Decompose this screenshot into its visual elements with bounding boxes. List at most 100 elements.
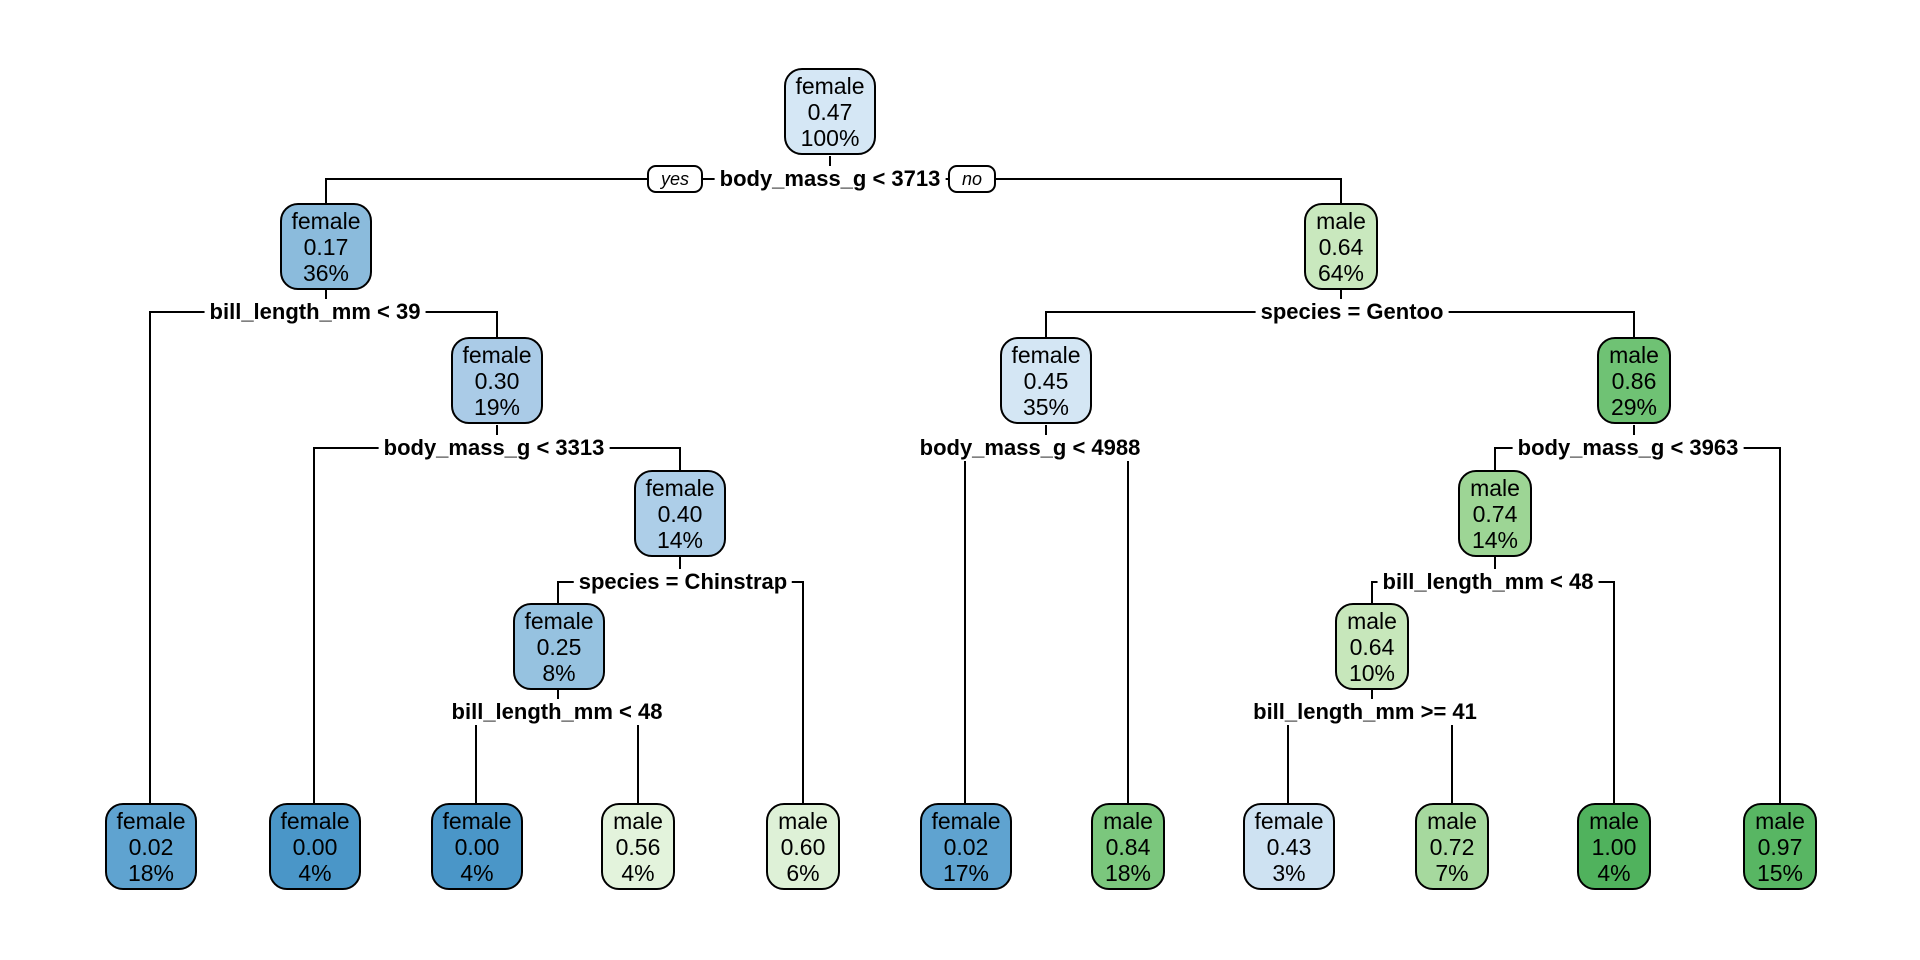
node-class: female [931, 807, 1001, 834]
node-percentage: 4% [298, 859, 332, 886]
split-condition-9: bill_length_mm >= 41 [1248, 699, 1482, 725]
node-class: female [462, 341, 532, 368]
node-percentage: 4% [621, 859, 655, 886]
no-branch-tag: no [947, 165, 997, 193]
tree-node-root: female 0.47 100% [784, 68, 876, 155]
node-class: female [280, 807, 350, 834]
tree-node-8: female 0.25 8% [513, 603, 605, 690]
node-class: male [1316, 207, 1366, 234]
node-probability: 0.86 [1611, 367, 1657, 394]
split-condition-6: body_mass_g < 4988 [914, 435, 1146, 461]
tree-leaf-3: female 0.00 4% [431, 803, 523, 890]
tree-leaf-8: female 0.43 3% [1243, 803, 1335, 890]
node-percentage: 100% [800, 124, 860, 151]
tree-leaf-11: male 0.97 15% [1743, 803, 1817, 890]
tree-leaf-7: male 0.84 18% [1091, 803, 1165, 890]
node-percentage: 10% [1348, 659, 1396, 686]
node-percentage: 14% [1471, 526, 1519, 553]
node-class: male [1347, 607, 1397, 634]
node-percentage: 4% [460, 859, 494, 886]
node-probability: 0.30 [474, 367, 520, 394]
node-percentage: 64% [1317, 259, 1365, 286]
node-class: female [291, 207, 361, 234]
node-class: male [613, 807, 663, 834]
split-condition-0: body_mass_g < 3713 [714, 166, 946, 192]
node-class: male [1589, 807, 1639, 834]
tree-leaf-5: male 0.60 6% [766, 803, 840, 890]
edge-split2 [313, 447, 681, 803]
edge-split1 [149, 311, 498, 803]
edge-split6 [964, 447, 1129, 803]
node-class: female [1011, 341, 1081, 368]
node-class: male [1470, 474, 1520, 501]
tree-node-1: female 0.17 36% [280, 203, 372, 290]
node-probability: 0.47 [807, 98, 853, 125]
split-condition-2: body_mass_g < 3313 [378, 435, 610, 461]
node-percentage: 18% [127, 859, 175, 886]
edge-split4 [475, 711, 639, 803]
node-percentage: 15% [1756, 859, 1804, 886]
node-percentage: 19% [473, 393, 521, 420]
tree-node-7: male 0.74 14% [1458, 470, 1532, 557]
tree-node-9: male 0.64 10% [1335, 603, 1409, 690]
node-probability: 0.64 [1318, 233, 1364, 260]
node-probability: 0.02 [943, 833, 989, 860]
node-class: male [1427, 807, 1477, 834]
node-probability: 0.56 [615, 833, 661, 860]
node-class: female [442, 807, 512, 834]
split-condition-3: species = Chinstrap [573, 569, 793, 595]
node-percentage: 35% [1022, 393, 1070, 420]
tree-leaf-1: female 0.02 18% [105, 803, 197, 890]
tree-node-4: female 0.45 35% [1000, 337, 1092, 424]
tree-leaf-2: female 0.00 4% [269, 803, 361, 890]
node-class: female [116, 807, 186, 834]
tree-node-5: male 0.86 29% [1597, 337, 1671, 424]
node-probability: 0.74 [1472, 500, 1518, 527]
node-percentage: 8% [542, 659, 576, 686]
edge-split9 [1287, 711, 1453, 803]
node-percentage: 14% [656, 526, 704, 553]
node-percentage: 6% [786, 859, 820, 886]
tree-leaf-10: male 1.00 4% [1577, 803, 1651, 890]
node-probability: 0.00 [292, 833, 338, 860]
node-percentage: 17% [942, 859, 990, 886]
tree-leaf-6: female 0.02 17% [920, 803, 1012, 890]
node-class: male [1755, 807, 1805, 834]
node-probability: 0.97 [1757, 833, 1803, 860]
split-condition-8: bill_length_mm < 48 [1377, 569, 1599, 595]
node-percentage: 18% [1104, 859, 1152, 886]
node-percentage: 29% [1610, 393, 1658, 420]
node-class: female [645, 474, 715, 501]
tree-node-2: male 0.64 64% [1304, 203, 1378, 290]
split-condition-4: bill_length_mm < 48 [446, 699, 668, 725]
node-probability: 0.43 [1266, 833, 1312, 860]
node-class: female [524, 607, 594, 634]
node-probability: 0.17 [303, 233, 349, 260]
tree-node-3: female 0.30 19% [451, 337, 543, 424]
node-probability: 0.60 [780, 833, 826, 860]
split-condition-5: species = Gentoo [1255, 299, 1449, 325]
tree-leaf-4: male 0.56 4% [601, 803, 675, 890]
node-class: female [1254, 807, 1324, 834]
node-probability: 0.25 [536, 633, 582, 660]
node-probability: 0.00 [454, 833, 500, 860]
node-class: male [1103, 807, 1153, 834]
node-probability: 0.45 [1023, 367, 1069, 394]
node-percentage: 4% [1597, 859, 1631, 886]
node-class: female [795, 72, 865, 99]
tree-leaf-9: male 0.72 7% [1415, 803, 1489, 890]
node-class: male [778, 807, 828, 834]
node-probability: 1.00 [1591, 833, 1637, 860]
node-probability: 0.84 [1105, 833, 1151, 860]
node-percentage: 36% [302, 259, 350, 286]
node-probability: 0.64 [1349, 633, 1395, 660]
split-condition-1: bill_length_mm < 39 [204, 299, 426, 325]
node-probability: 0.72 [1429, 833, 1475, 860]
split-condition-7: body_mass_g < 3963 [1512, 435, 1744, 461]
node-class: male [1609, 341, 1659, 368]
node-probability: 0.40 [657, 500, 703, 527]
edge-split7 [1494, 447, 1781, 803]
tree-node-6: female 0.40 14% [634, 470, 726, 557]
yes-branch-tag: yes [646, 165, 704, 193]
